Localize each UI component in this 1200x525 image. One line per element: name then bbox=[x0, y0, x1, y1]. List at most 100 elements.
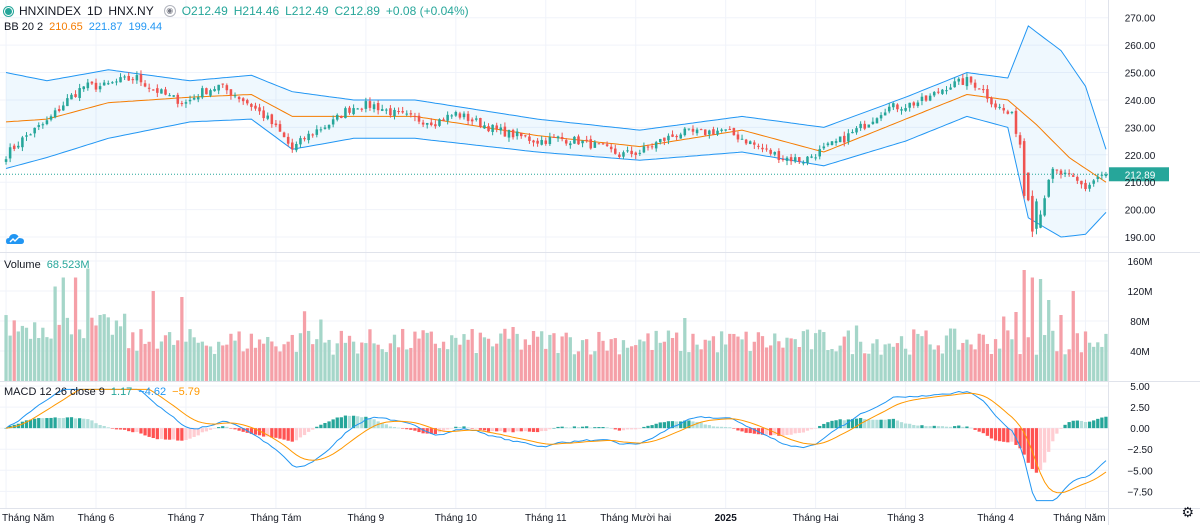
candle-body bbox=[258, 107, 261, 112]
candle-body bbox=[982, 89, 985, 91]
volume-bar bbox=[916, 333, 920, 381]
macd-histogram-bar bbox=[110, 428, 114, 429]
volume-bar bbox=[977, 333, 981, 381]
macd-histogram-bar bbox=[715, 426, 720, 429]
candle-body bbox=[454, 112, 458, 116]
volume-bar bbox=[45, 337, 49, 381]
macd-histogram-bar bbox=[854, 418, 859, 429]
volume-bar bbox=[871, 343, 875, 381]
visibility-icon[interactable]: ◉ bbox=[163, 5, 176, 17]
macd-histogram-bar bbox=[380, 422, 384, 429]
bb-lower-line bbox=[5, 115, 1107, 238]
macd-histogram-bar bbox=[511, 428, 515, 433]
macd-histogram-bar bbox=[875, 419, 879, 429]
interval-label[interactable]: 1D bbox=[87, 4, 103, 18]
volume-bar bbox=[294, 351, 298, 381]
macd-tick-label: −2.50 bbox=[1127, 445, 1153, 456]
volume-legend[interactable]: Volume 68.523M bbox=[4, 259, 90, 271]
volume-bar bbox=[298, 333, 303, 381]
volume-bar bbox=[241, 351, 245, 381]
macd-histogram-bar bbox=[249, 428, 254, 434]
volume-bar bbox=[82, 338, 86, 381]
volume-bar bbox=[392, 334, 397, 381]
volume-bar bbox=[711, 336, 716, 381]
volume-tick-label: 80M bbox=[1130, 317, 1149, 328]
macd-histogram-bar bbox=[1067, 422, 1071, 429]
candle-body bbox=[736, 134, 740, 140]
volume-bar bbox=[490, 346, 495, 381]
candle-body bbox=[883, 112, 887, 116]
macd-histogram-bar bbox=[646, 425, 650, 429]
candle-body bbox=[1031, 195, 1034, 232]
candle-body bbox=[176, 94, 180, 104]
macd-histogram-bar bbox=[147, 428, 151, 437]
volume-bar bbox=[86, 268, 90, 381]
macd-histogram-bar bbox=[814, 428, 818, 429]
volume-bar bbox=[936, 345, 940, 381]
volume-bar bbox=[41, 327, 45, 381]
volume-bar bbox=[139, 329, 143, 381]
price-tick-label: 230.00 bbox=[1125, 123, 1156, 134]
gear-icon[interactable]: ⚙ bbox=[1181, 504, 1194, 520]
macd-tick-label: 5.00 bbox=[1130, 382, 1150, 393]
volume-bar bbox=[282, 344, 286, 381]
macd-histogram-bar bbox=[658, 422, 662, 429]
volume-bar bbox=[548, 334, 552, 381]
candle-body bbox=[33, 127, 36, 134]
volume-bar bbox=[131, 332, 135, 381]
macd-histogram-bar bbox=[535, 428, 540, 433]
volume-bar bbox=[883, 344, 887, 381]
candle-body bbox=[679, 134, 682, 139]
macd-histogram-bar bbox=[102, 425, 106, 429]
candle-body bbox=[1096, 176, 1100, 179]
volume-bar bbox=[846, 330, 850, 381]
volume-bar bbox=[1055, 351, 1059, 381]
candle-body bbox=[1047, 179, 1050, 197]
candle-body bbox=[838, 136, 842, 143]
macd-histogram-bar bbox=[196, 428, 200, 436]
volume-bar bbox=[981, 334, 985, 381]
candle-body bbox=[389, 108, 392, 116]
candle-body bbox=[1010, 112, 1014, 114]
candle-body bbox=[830, 141, 834, 146]
volume-bar bbox=[993, 339, 998, 381]
candle-body bbox=[667, 135, 670, 141]
volume-bar bbox=[441, 341, 446, 381]
macd-histogram-bar bbox=[351, 415, 356, 429]
macd-histogram-bar bbox=[356, 416, 360, 429]
volume-bar bbox=[879, 354, 883, 381]
candle-body bbox=[86, 82, 90, 89]
macd-legend[interactable]: MACD 12 26 close 9 1.17 −4.62 −5.79 bbox=[4, 386, 200, 398]
volume-bar bbox=[568, 337, 572, 381]
candle-body bbox=[912, 102, 916, 106]
macd-histogram-bar bbox=[638, 428, 642, 429]
macd-histogram-bar bbox=[429, 428, 433, 434]
last-price-tag bbox=[1109, 167, 1169, 182]
candle-body bbox=[254, 105, 257, 109]
candle-body bbox=[62, 105, 65, 111]
volume-bar bbox=[315, 339, 319, 381]
candle-body bbox=[994, 103, 997, 108]
volume-bar bbox=[229, 333, 233, 381]
macd-histogram-bar bbox=[719, 426, 724, 429]
candle-body bbox=[1088, 184, 1091, 189]
macd-histogram-bar bbox=[1051, 428, 1055, 442]
candle-body bbox=[348, 107, 351, 113]
cloud-logo-icon[interactable] bbox=[6, 232, 24, 250]
candle-body bbox=[773, 152, 777, 155]
volume-bar bbox=[1079, 352, 1084, 381]
volume-bar bbox=[147, 341, 151, 381]
bb-legend[interactable]: BB 20 2 210.65 221.87 199.44 bbox=[4, 21, 162, 33]
candle-body bbox=[213, 88, 216, 92]
volume-bar bbox=[163, 335, 168, 381]
volume-bar bbox=[887, 343, 891, 381]
macd-histogram-bar bbox=[544, 428, 548, 431]
candle-body bbox=[151, 89, 155, 91]
symbol-name[interactable]: HNXINDEX bbox=[19, 4, 82, 18]
macd-histogram-bar bbox=[1038, 428, 1043, 471]
volume-bar bbox=[257, 339, 262, 381]
candle-body bbox=[638, 152, 642, 154]
macd-histogram-bar bbox=[834, 420, 838, 429]
macd-histogram-bar bbox=[928, 426, 932, 429]
